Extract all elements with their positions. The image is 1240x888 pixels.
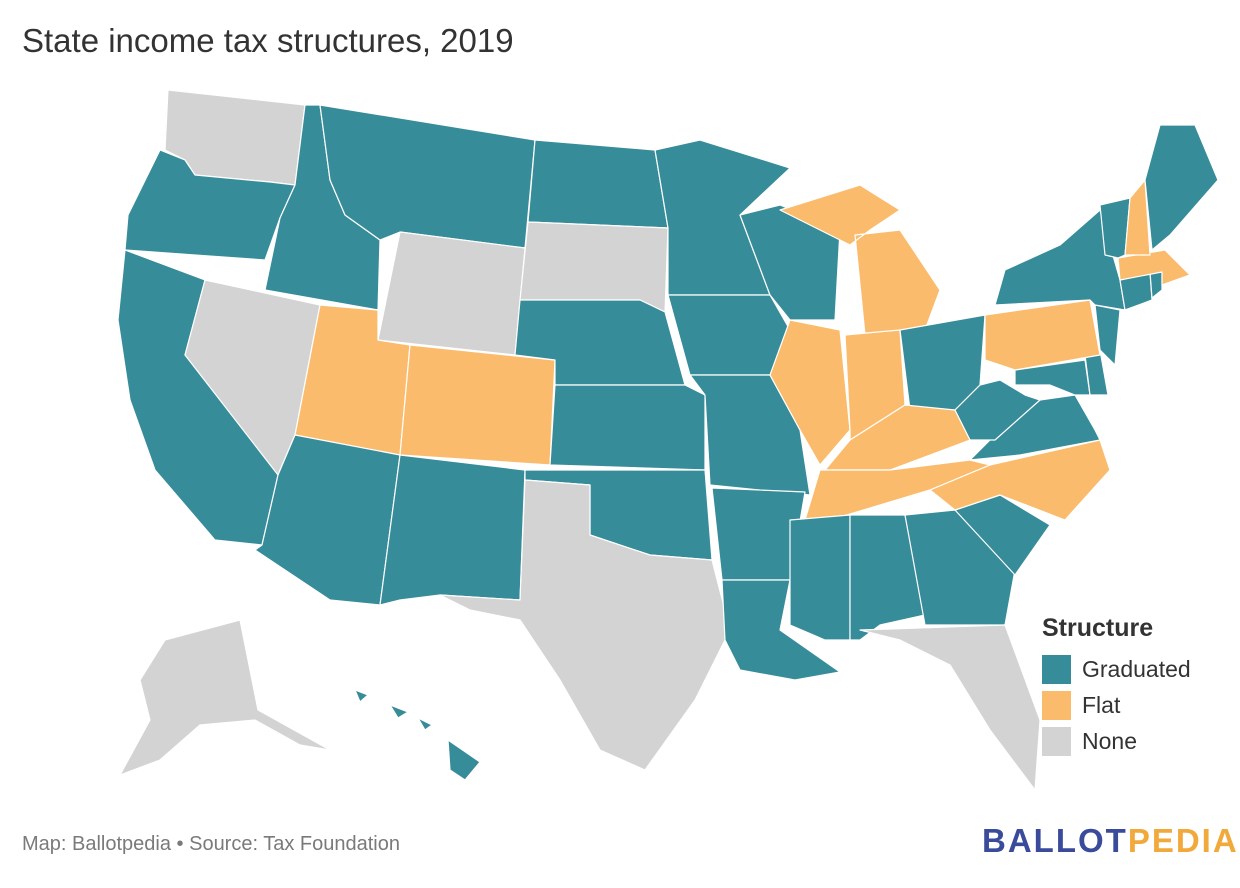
- state-florida: Florida: [859, 624, 1041, 791]
- state-south-dakota: South Dakota: [519, 221, 669, 313]
- state-texas: Texas: [439, 479, 731, 771]
- state-maine: Maine: [1144, 124, 1219, 251]
- state-north-carolina: North Carolina: [929, 439, 1111, 521]
- legend-swatch-none: [1042, 726, 1071, 756]
- logo-part-pedia: PEDIA: [1127, 822, 1239, 859]
- state-new-hampshire: New Hampshire: [1124, 179, 1151, 256]
- state-wisconsin: Wisconsin: [739, 204, 841, 321]
- state-colorado: Colorado: [399, 344, 556, 466]
- state-georgia: Georgia: [904, 509, 1016, 626]
- state-hawaii: Hawaii: [354, 689, 481, 781]
- legend: Structure Graduated Flat None: [1042, 614, 1191, 759]
- legend-item-graduated: Graduated: [1042, 651, 1191, 687]
- state-louisiana: Louisiana: [721, 579, 841, 681]
- legend-label-flat: Flat: [1082, 691, 1121, 718]
- state-north-dakota: North Dakota: [527, 139, 669, 229]
- state-vermont: Vermont: [1099, 197, 1131, 259]
- legend-label-none: None: [1082, 727, 1137, 754]
- legend-title: Structure: [1042, 614, 1154, 642]
- map-title: State income tax structures, 2019: [22, 22, 514, 59]
- state-wyoming: Wyoming: [377, 231, 526, 356]
- state-kansas: Kansas: [549, 384, 706, 471]
- state-mississippi: Mississippi: [789, 514, 851, 641]
- state-west-virginia: West Virginia: [954, 379, 1041, 441]
- state-alaska: Alaska: [119, 619, 331, 776]
- legend-item-flat: Flat: [1042, 687, 1191, 723]
- state-massachusetts: Massachusetts: [1117, 249, 1191, 286]
- logo-part-ballot: BALLOT: [982, 822, 1128, 859]
- state-pennsylvania: Pennsylvania: [984, 299, 1101, 371]
- legend-label-graduated: Graduated: [1082, 655, 1191, 682]
- legend-item-none: None: [1042, 723, 1191, 759]
- state-illinois: Illinois: [769, 319, 851, 466]
- state-rhode-island: Rhode Island: [1149, 271, 1163, 299]
- legend-swatch-graduated: [1042, 654, 1071, 684]
- source-credit: Map: Ballotpedia • Source: Tax Foundatio…: [22, 833, 400, 855]
- state-new-mexico: New Mexico: [379, 454, 526, 606]
- state-iowa: Iowa: [667, 294, 791, 376]
- state-michigan: Michigan: [779, 184, 941, 336]
- state-maryland: Maryland: [1014, 359, 1091, 396]
- ballotpedia-logo: BALLOTPEDIA: [982, 822, 1239, 860]
- legend-swatch-flat: [1042, 690, 1071, 720]
